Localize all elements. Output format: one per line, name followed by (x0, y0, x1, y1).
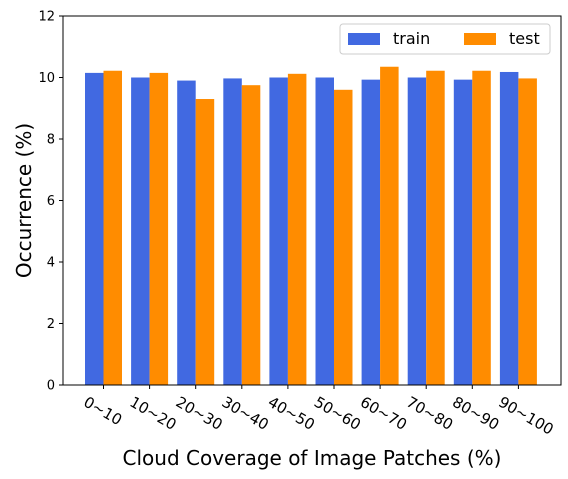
x-tick-label: 90~100 (495, 393, 556, 439)
bar-test-30~40 (241, 85, 261, 385)
legend-box (339, 23, 551, 55)
x-tick-label: 50~60 (311, 393, 364, 434)
y-tick-label: 2 (47, 317, 55, 332)
x-tick-label: 0~10 (81, 393, 126, 429)
y-tick-label: 4 (47, 256, 55, 271)
legend-label-train: train (393, 29, 430, 48)
y-tick-label: 6 (47, 194, 55, 209)
bar-train-90~100 (499, 71, 519, 385)
x-tick-label: 30~40 (219, 393, 272, 434)
bars-layer (85, 66, 537, 386)
bar-train-0~10 (85, 72, 104, 385)
bar-train-60~70 (361, 79, 381, 386)
x-tick-label: 10~20 (127, 393, 180, 434)
bar-train-30~40 (223, 78, 242, 386)
bar-train-80~90 (453, 79, 473, 386)
bar-test-50~60 (334, 89, 353, 386)
bar-test-90~100 (518, 78, 537, 386)
y-tick-label: 10 (38, 71, 55, 86)
plot-frame (62, 15, 562, 386)
x-axis-label: Cloud Coverage of Image Patches (%) (123, 446, 502, 470)
y-axis-label: Occurrence (%) (12, 123, 36, 278)
bar-test-60~70 (380, 66, 399, 386)
x-tick-label: 60~70 (357, 393, 410, 434)
bar-train-70~80 (407, 77, 427, 385)
bar-test-70~80 (426, 70, 445, 386)
x-tick-label: 70~80 (403, 393, 456, 434)
bar-test-0~10 (103, 70, 122, 386)
bar-test-20~30 (195, 99, 215, 386)
y-tick-label: 0 (47, 379, 55, 394)
bar-test-40~50 (287, 73, 307, 385)
bar-train-10~20 (131, 77, 150, 385)
y-tick-label: 12 (38, 10, 55, 25)
bar-train-20~30 (177, 80, 196, 385)
x-tick-label: 40~50 (265, 393, 318, 434)
legend-label-test: test (509, 29, 540, 48)
legend-swatch-train (348, 33, 380, 45)
x-tick-label: 80~90 (449, 393, 502, 434)
bar-train-40~50 (269, 77, 288, 385)
bar-train-50~60 (315, 77, 334, 385)
bar-test-10~20 (149, 72, 169, 385)
y-tick-label: 8 (47, 133, 55, 148)
legend-swatch-test (464, 33, 496, 45)
bar-test-80~90 (472, 70, 491, 386)
x-tick-label: 20~30 (173, 393, 226, 434)
legend: train test (339, 23, 551, 55)
